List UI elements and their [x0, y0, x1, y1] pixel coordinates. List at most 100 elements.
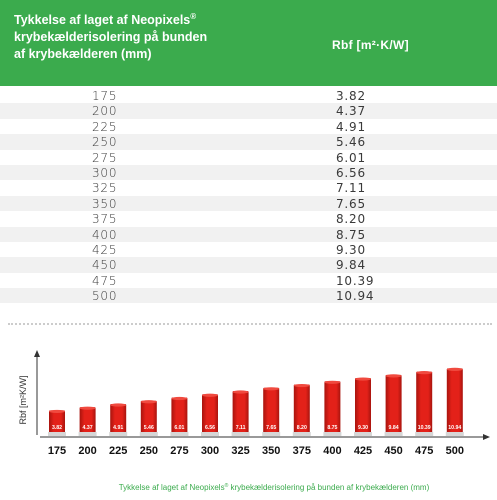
- bar: [446, 368, 463, 433]
- table-row: 250 5.46: [0, 134, 497, 150]
- thickness-cell: 275: [92, 150, 118, 165]
- thickness-cell: 475: [92, 273, 118, 288]
- rbf-cell: 9.84: [336, 258, 366, 273]
- bar-value-label: 4.37: [83, 425, 93, 431]
- table-row: 275 6.01: [0, 150, 497, 165]
- bar: [385, 374, 402, 433]
- x-tick-label: 375: [293, 445, 311, 457]
- x-tick-label: 225: [109, 445, 127, 457]
- bar: [416, 371, 433, 433]
- bar-value-label: 7.65: [266, 425, 276, 431]
- header-left-line2: krybekælderisolering på bunden: [14, 30, 208, 45]
- bar-top: [232, 390, 249, 394]
- thickness-cell: 175: [92, 89, 118, 103]
- rbf-cell: 4.91: [336, 119, 366, 134]
- bar: [324, 381, 341, 433]
- x-tick-label: 500: [446, 445, 464, 457]
- x-tick-label: 275: [170, 445, 188, 457]
- bar-top: [324, 380, 341, 384]
- rbf-cell: 4.37: [336, 104, 366, 119]
- chart-svg: Rbf [m²K/W] 3.82 175 4.37 200 4.91 225 5.46 250 6…: [18, 350, 490, 492]
- table-body: 175 3.82 200 4.37 225 4.91 250 5.46 275 6.01 300 6.…: [0, 86, 497, 304]
- table-row: 500 10.94: [0, 288, 497, 304]
- rbf-cell: 7.11: [336, 181, 366, 196]
- bar-value-label: 7.11: [236, 425, 246, 431]
- bar-top: [49, 409, 65, 414]
- rbf-cell: 8.20: [336, 212, 366, 227]
- x-tick-label: 200: [78, 445, 96, 457]
- rbf-cell: 7.65: [336, 196, 366, 211]
- y-axis-arrow-icon: [34, 350, 40, 357]
- registered-mark: ®: [190, 12, 197, 21]
- rbf-cell: 6.56: [336, 165, 366, 180]
- bar-value-label: 3.82: [52, 425, 62, 431]
- table-row: 375 8.20: [0, 211, 497, 226]
- header-left-line3: af krybekælderen (mm): [14, 47, 152, 62]
- x-tick-label: 250: [140, 445, 158, 457]
- rbf-table: Tykkelse af laget af Neopixels® krybekæl…: [0, 0, 497, 304]
- bar-base: [323, 432, 342, 436]
- thickness-cell: 425: [92, 242, 118, 257]
- bar-base: [292, 432, 311, 436]
- thickness-cell: 325: [92, 181, 118, 196]
- bar-base: [201, 432, 219, 436]
- y-axis-label: Rbf [m²K/W]: [18, 376, 28, 425]
- bar-base: [78, 432, 97, 436]
- bar-value-label: 5.46: [144, 425, 154, 431]
- bar-chart: Rbf [m²K/W] 3.82 175 4.37 200 4.91 225 5.46 250 6…: [0, 340, 497, 500]
- bar-value-label: 6.56: [205, 425, 215, 431]
- bar-top: [385, 374, 402, 378]
- bar-base: [262, 432, 281, 436]
- bar: [263, 387, 280, 433]
- table-header: Tykkelse af laget af Neopixels® krybekæl…: [0, 0, 497, 86]
- bar-top: [110, 403, 127, 407]
- bar-value-label: 8.20: [297, 425, 307, 431]
- bar-base: [415, 432, 434, 436]
- bar-base: [384, 432, 403, 436]
- table-row: 175 3.82: [0, 88, 497, 103]
- table-row: 450 9.84: [0, 257, 497, 273]
- table-row: 350 7.65: [0, 195, 497, 212]
- x-tick-label: 325: [231, 445, 249, 457]
- header-left-line1: Tykkelse af laget af Neopixels: [14, 13, 191, 28]
- table-row: 475 10.39: [0, 273, 497, 288]
- table-row: 400 8.75: [0, 226, 497, 242]
- rbf-cell: 9.30: [336, 242, 366, 257]
- bar-base: [139, 432, 158, 436]
- thickness-cell: 375: [92, 212, 118, 227]
- bar-base: [170, 432, 189, 436]
- thickness-cell: 200: [92, 104, 118, 119]
- bar-value-label: 8.75: [327, 425, 337, 431]
- x-tick-label: 300: [201, 445, 219, 457]
- rbf-cell: 8.75: [336, 227, 366, 242]
- rbf-cell: 5.46: [336, 135, 366, 150]
- thickness-cell: 250: [92, 135, 118, 150]
- bar-base: [109, 432, 128, 436]
- bar: [171, 397, 188, 433]
- thickness-cell: 300: [92, 165, 118, 180]
- bar: [140, 400, 157, 433]
- bar-value-label: 4.91: [113, 425, 123, 431]
- bar-base: [231, 432, 250, 436]
- bar: [232, 390, 249, 433]
- x-axis-arrow-icon: [483, 434, 490, 440]
- bar-top: [140, 400, 157, 404]
- bar: [202, 394, 218, 433]
- rbf-cell: 3.82: [336, 89, 366, 103]
- bar-value-label: 10.39: [418, 425, 431, 431]
- table-row: 325 7.11: [0, 180, 497, 195]
- thickness-cell: 350: [92, 196, 118, 211]
- bar-value-label: 10.94: [448, 425, 461, 431]
- thickness-cell: 450: [92, 258, 118, 273]
- bar-base: [445, 432, 464, 436]
- table-row: 225 4.91: [0, 119, 497, 134]
- bar-base: [48, 432, 66, 436]
- x-tick-label: 425: [354, 445, 372, 457]
- bar-top: [293, 383, 310, 388]
- bar: [79, 407, 96, 433]
- x-tick-label: 475: [415, 445, 433, 457]
- bar: [293, 384, 310, 433]
- bar-top: [79, 406, 96, 410]
- rbf-cell: 10.94: [336, 289, 375, 304]
- x-tick-label: 400: [323, 445, 341, 457]
